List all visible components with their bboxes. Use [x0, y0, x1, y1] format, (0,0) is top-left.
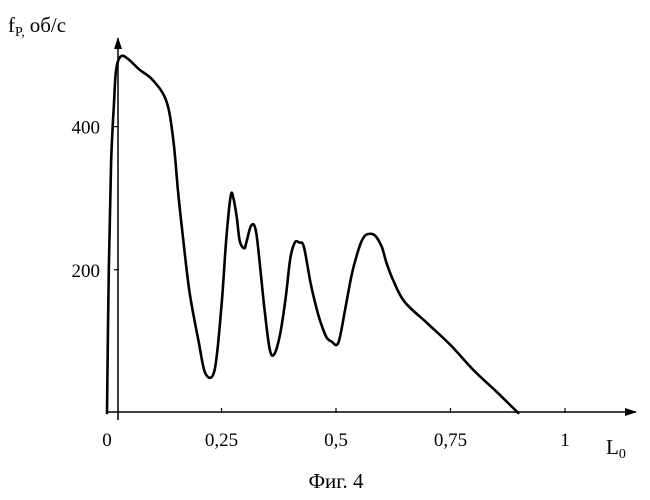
x-tick-label: 0,25 — [205, 430, 238, 451]
x-axis-label-main: L — [606, 435, 619, 459]
x-tick-label: 0,5 — [324, 430, 348, 451]
y-axis-label: fP, об/с — [8, 13, 66, 40]
x-axis-label-sub: 0 — [619, 447, 626, 462]
x-axis-ticks: 0 0,25 0,5 0,75 1 — [102, 408, 570, 451]
x-tick-label: 0,75 — [434, 430, 467, 451]
series-line — [107, 56, 518, 413]
x-tick-label: 1 — [560, 430, 570, 451]
figure-caption: Фиг. 4 — [308, 469, 364, 493]
y-axis-label-unit: об/с — [30, 13, 66, 37]
x-axis-label: L0 — [606, 435, 626, 462]
y-axis-label-main: f — [8, 13, 15, 37]
x-tick-label: 0 — [102, 430, 112, 451]
y-tick-label: 200 — [72, 261, 101, 282]
y-tick-label: 400 — [72, 118, 101, 139]
y-axis-label-sub: P, — [15, 25, 25, 40]
